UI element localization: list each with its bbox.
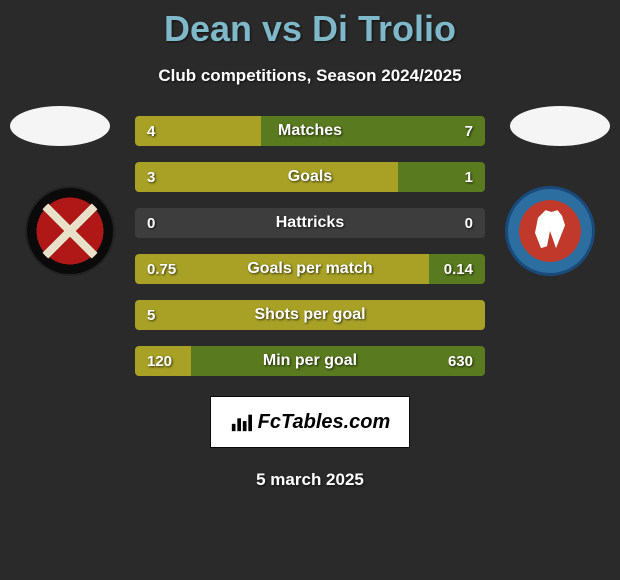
stat-row: Min per goal120630	[135, 346, 485, 376]
club-crest-left	[25, 186, 115, 276]
stat-row: Goals per match0.750.14	[135, 254, 485, 284]
player-avatar-left	[10, 106, 110, 146]
bar-segment-right	[261, 116, 485, 146]
stat-track	[135, 208, 485, 238]
page-title: Dean vs Di Trolio	[0, 0, 620, 50]
player-avatar-right	[510, 106, 610, 146]
bar-segment-left	[135, 300, 485, 330]
bar-segment-left	[135, 254, 429, 284]
brand-box[interactable]: FcTables.com	[210, 396, 410, 448]
stat-track	[135, 300, 485, 330]
bar-segment-left	[135, 162, 398, 192]
stat-track	[135, 116, 485, 146]
stat-row: Hattricks00	[135, 208, 485, 238]
bar-empty	[135, 208, 485, 238]
date-label: 5 march 2025	[0, 470, 620, 490]
bar-segment-left	[135, 346, 191, 376]
subtitle: Club competitions, Season 2024/2025	[0, 66, 620, 86]
stat-row: Matches47	[135, 116, 485, 146]
club-crest-right	[505, 186, 595, 276]
bars-icon	[230, 411, 252, 433]
bar-segment-right	[398, 162, 486, 192]
comparison-area: Matches47 Goals31 Hattricks00 Goals per mat…	[0, 116, 620, 386]
stat-track	[135, 162, 485, 192]
stat-track	[135, 254, 485, 284]
stat-row: Shots per goal5	[135, 300, 485, 330]
stat-row: Goals31	[135, 162, 485, 192]
stat-track	[135, 346, 485, 376]
bar-segment-right	[191, 346, 485, 376]
brand-label: FcTables.com	[230, 411, 391, 434]
stat-bars: Matches47 Goals31 Hattricks00 Goals per mat…	[135, 116, 485, 392]
brand-text: FcTables.com	[258, 411, 391, 434]
bar-segment-left	[135, 116, 261, 146]
bar-segment-right	[429, 254, 485, 284]
